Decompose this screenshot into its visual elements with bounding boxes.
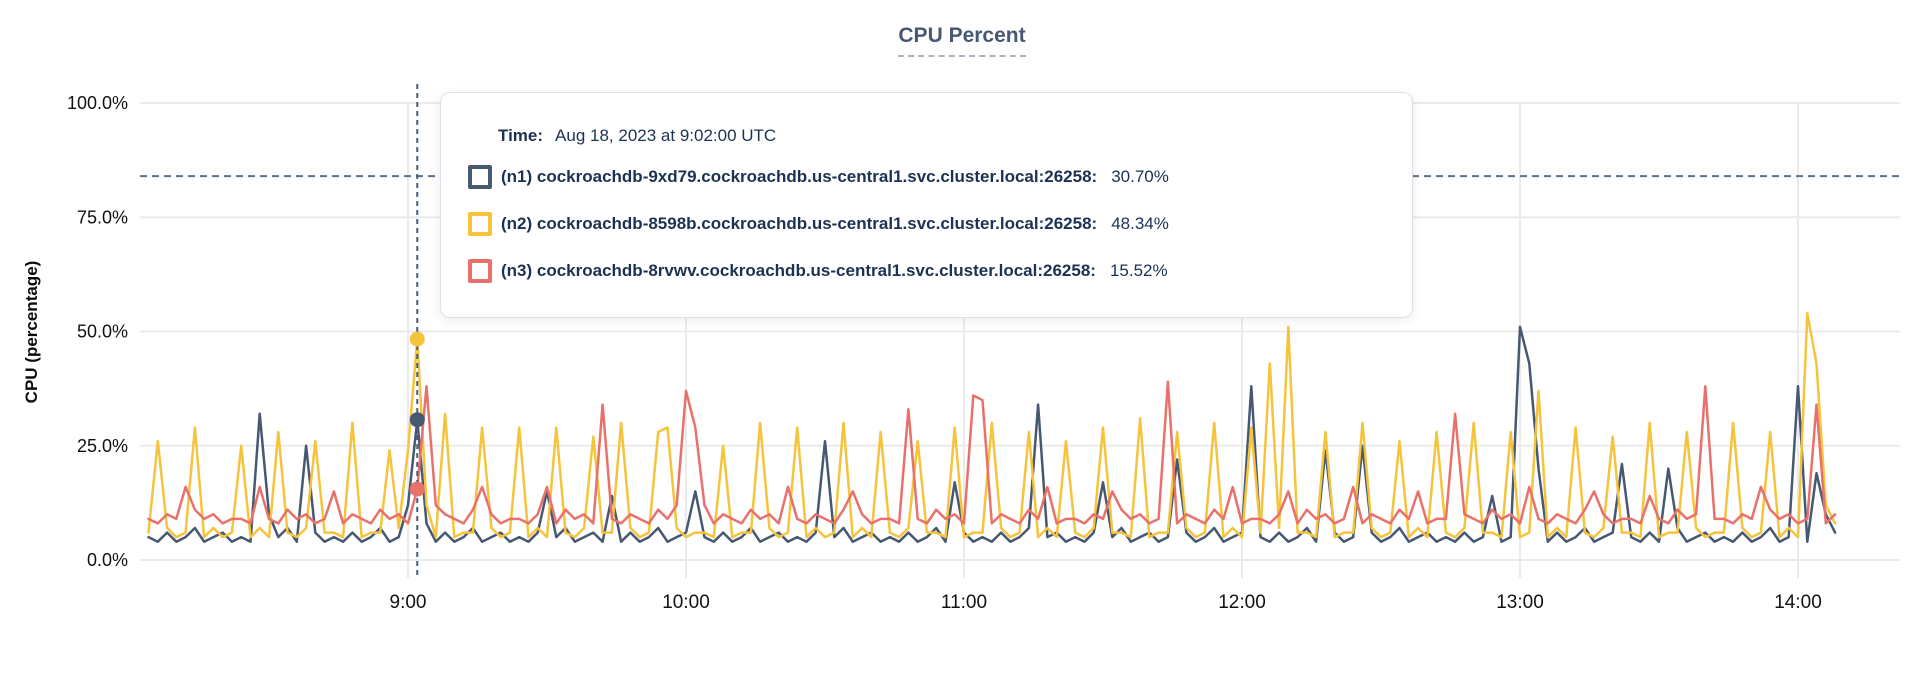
y-tick-label: 75.0%	[77, 207, 128, 227]
tooltip-series-label: (n1) cockroachdb-9xd79.cockroachdb.us-ce…	[501, 166, 1098, 186]
series-color-swatch-icon	[468, 211, 492, 236]
tooltip-series-row: (n1) cockroachdb-9xd79.cockroachdb.us-ce…	[468, 153, 1412, 200]
series-color-swatch-icon	[468, 258, 492, 283]
tooltip-time-row: Time: Aug 18, 2023 at 9:02:00 UTC	[468, 119, 1412, 153]
x-tick-label: 14:00	[1774, 592, 1822, 613]
hover-point	[409, 331, 425, 347]
hover-tooltip: Time: Aug 18, 2023 at 9:02:00 UTC (n1) c…	[440, 92, 1413, 318]
tooltip-series-value: 48.34%	[1111, 213, 1169, 233]
y-tick-label: 0.0%	[87, 550, 128, 570]
y-tick-label: 25.0%	[77, 436, 128, 456]
series-line	[147, 311, 1837, 539]
series-line	[147, 325, 1837, 543]
hover-point	[409, 481, 425, 497]
hover-point	[409, 412, 425, 428]
tooltip-series-value: 30.70%	[1111, 166, 1169, 186]
x-tick-label: 11:00	[941, 592, 987, 613]
tooltip-series-row: (n2) cockroachdb-8598b.cockroachdb.us-ce…	[468, 200, 1412, 247]
x-tick-label: 12:00	[1218, 592, 1266, 613]
y-tick-label: 50.0%	[77, 322, 128, 342]
tooltip-time-label: Time:	[498, 126, 544, 145]
tooltip-time-value: Aug 18, 2023 at 9:02:00 UTC	[555, 126, 777, 145]
tooltip-series-value: 15.52%	[1109, 260, 1168, 280]
tooltip-series-label: (n3) cockroachdb-8rvwv.cockroachdb.us-ce…	[501, 260, 1096, 280]
series-line	[147, 380, 1837, 525]
series-color-swatch-icon	[468, 164, 492, 189]
x-tick-label: 10:00	[662, 592, 710, 613]
tooltip-series-label: (n2) cockroachdb-8598b.cockroachdb.us-ce…	[501, 213, 1098, 233]
x-tick-label: 9:00	[390, 592, 427, 613]
y-tick-label: 100.0%	[67, 93, 128, 113]
tooltip-series-row: (n3) cockroachdb-8rvwv.cockroachdb.us-ce…	[468, 247, 1412, 294]
x-tick-label: 13:00	[1496, 592, 1544, 613]
